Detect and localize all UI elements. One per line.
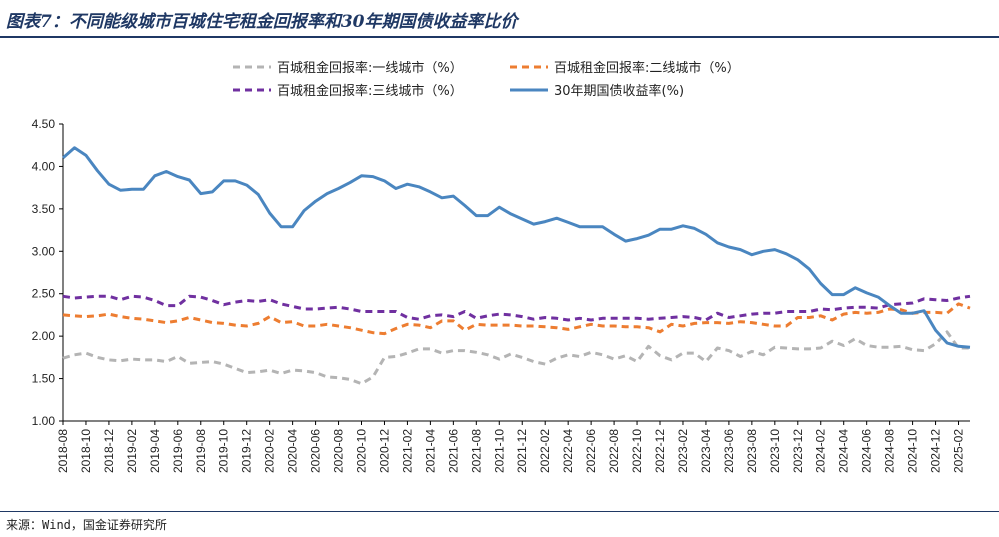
x-tick-label: 2022-02 bbox=[538, 429, 552, 473]
x-tick-label: 2020-12 bbox=[377, 429, 391, 473]
x-tick-label: 2024-10 bbox=[906, 429, 920, 473]
x-tick-label: 2018-08 bbox=[56, 429, 70, 473]
x-tick-label: 2019-12 bbox=[240, 429, 254, 473]
x-tick-label: 2019-06 bbox=[171, 429, 185, 473]
series-line-3 bbox=[62, 294, 971, 322]
series-line-1 bbox=[62, 330, 970, 386]
legend-label-3: 百城租金回报率:三线城市（%） bbox=[277, 83, 463, 99]
x-tick-label: 2020-02 bbox=[263, 429, 277, 473]
x-tick-label: 2021-04 bbox=[423, 429, 437, 473]
x-axis: 2018-08 2018-10 2018-12 2019-02 2019-04 2019-… bbox=[56, 420, 970, 473]
x-tick-label: 2023-06 bbox=[722, 429, 736, 473]
x-tick-label: 2023-02 bbox=[676, 429, 690, 473]
x-tick-label: 2018-12 bbox=[102, 429, 116, 473]
x-tick-label: 2023-08 bbox=[745, 429, 759, 473]
title-divider bbox=[0, 36, 999, 38]
x-tick-label: 2024-12 bbox=[929, 429, 943, 473]
source-note: 来源：Wind，国金证券研究所 bbox=[6, 518, 167, 532]
legend-label-2: 百城租金回报率:二线城市（%） bbox=[554, 60, 740, 76]
series-line-4 bbox=[62, 146, 971, 349]
x-tick-label: 2020-06 bbox=[309, 429, 323, 473]
series-layer bbox=[62, 146, 971, 386]
x-tick-label: 2019-02 bbox=[125, 429, 139, 473]
x-tick-label: 2020-10 bbox=[355, 429, 369, 473]
x-tick-label: 2022-12 bbox=[653, 429, 667, 473]
x-tick-label: 2020-08 bbox=[332, 429, 346, 473]
x-tick-label: 2022-04 bbox=[561, 429, 575, 473]
y-tick-label: 1.50 bbox=[32, 372, 56, 386]
x-tick-label: 2023-12 bbox=[791, 429, 805, 473]
title-bar: 图表7：不同能级城市百城住宅租金回报率和30年期国债收益率比价 bbox=[0, 0, 999, 40]
x-tick-label: 2025-02 bbox=[952, 429, 966, 473]
y-tick-label: 4.50 bbox=[32, 117, 56, 131]
x-tick-label: 2024-06 bbox=[860, 429, 874, 473]
x-tick-label: 2021-10 bbox=[492, 429, 506, 473]
legend-label-4: 30年期国债收益率(%) bbox=[554, 83, 684, 99]
y-tick-label: 2.50 bbox=[32, 287, 56, 301]
y-axis: 1.00 1.50 2.00 2.50 3.00 3.50 4.00 4.50 bbox=[32, 117, 64, 428]
legend: 百城租金回报率:一线城市（%） 百城租金回报率:二线城市（%） 百城租金回报率:三线… bbox=[233, 60, 740, 99]
x-tick-label: 2024-04 bbox=[837, 429, 851, 473]
y-tick-label: 2.00 bbox=[32, 329, 56, 343]
x-tick-label: 2021-06 bbox=[446, 429, 460, 473]
x-tick-label: 2023-10 bbox=[768, 429, 782, 473]
line-chart: 百城租金回报率:一线城市（%） 百城租金回报率:二线城市（%） 百城租金回报率:三线… bbox=[32, 60, 971, 473]
x-tick-label: 2021-02 bbox=[400, 429, 414, 473]
y-tick-label: 3.00 bbox=[32, 244, 56, 258]
x-tick-label: 2022-06 bbox=[584, 429, 598, 473]
x-tick-label: 2024-02 bbox=[814, 429, 828, 473]
x-tick-label: 2022-08 bbox=[607, 429, 621, 473]
y-tick-label: 3.50 bbox=[32, 202, 56, 216]
x-tick-label: 2019-04 bbox=[148, 429, 162, 473]
series-line-2 bbox=[62, 302, 971, 336]
y-tick-label: 1.00 bbox=[32, 414, 56, 428]
x-tick-label: 2024-08 bbox=[883, 429, 897, 473]
x-tick-label: 2021-08 bbox=[469, 429, 483, 473]
x-tick-label: 2018-10 bbox=[79, 429, 93, 473]
legend-label-1: 百城租金回报率:一线城市（%） bbox=[277, 60, 463, 76]
x-tick-label: 2021-12 bbox=[515, 429, 529, 473]
x-tick-label: 2023-04 bbox=[699, 429, 713, 473]
x-tick-label: 2019-10 bbox=[217, 429, 231, 473]
y-tick-label: 4.00 bbox=[32, 159, 56, 173]
chart-title: 图表7：不同能级城市百城住宅租金回报率和30年期国债收益率比价 bbox=[6, 12, 518, 32]
x-tick-label: 2022-10 bbox=[630, 429, 644, 473]
x-tick-label: 2019-08 bbox=[194, 429, 208, 473]
x-tick-label: 2020-04 bbox=[286, 429, 300, 473]
source-divider bbox=[0, 511, 999, 512]
